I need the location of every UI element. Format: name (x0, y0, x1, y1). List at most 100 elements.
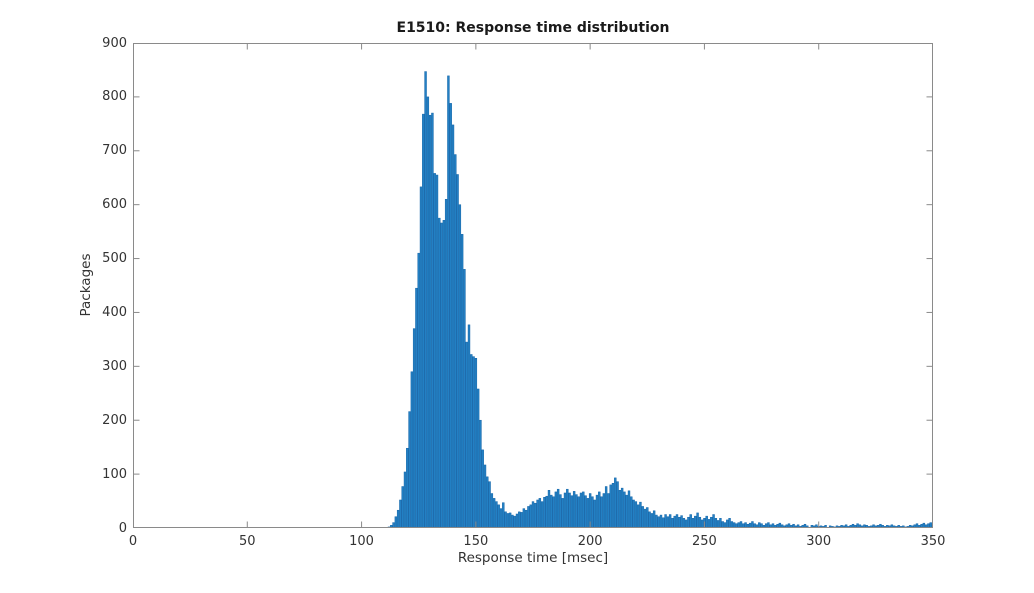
histogram-bar (474, 358, 478, 528)
histogram-bar (602, 493, 606, 528)
histogram-bar (556, 488, 560, 528)
histogram-bar (586, 498, 590, 528)
histogram-bar (472, 356, 475, 528)
histogram-bar (664, 514, 667, 528)
histogram-bar (657, 516, 660, 528)
histogram-bar (694, 515, 697, 528)
histogram-bar (691, 518, 695, 528)
histogram-bar (435, 174, 439, 528)
histogram-bar (675, 514, 679, 528)
histogram-bar (486, 476, 489, 528)
y-tick-label: 500 (102, 251, 127, 267)
histogram-bar (776, 523, 779, 528)
histogram-bar (771, 523, 775, 528)
histogram-bar (572, 491, 576, 528)
histogram-bar (707, 519, 711, 528)
histogram-bar (627, 490, 631, 528)
histogram-bar (401, 486, 404, 528)
histogram-bar (566, 488, 569, 528)
histogram-bar (403, 471, 407, 528)
x-tick-label: 350 (920, 534, 946, 549)
histogram-bar (438, 217, 441, 528)
histogram-bar (463, 269, 466, 528)
histogram-bar (550, 494, 553, 528)
histogram-bar (623, 491, 626, 528)
histogram-bar (417, 252, 420, 528)
histogram-bar (595, 494, 599, 528)
histogram-bar (678, 516, 681, 528)
histogram-bar (618, 490, 622, 528)
histogram-bar (495, 501, 498, 528)
histogram-bar (456, 174, 459, 528)
histogram-bar (515, 513, 519, 528)
histogram-bar (650, 513, 654, 528)
histogram-bar (431, 112, 434, 528)
histogram-bar (598, 491, 601, 528)
histogram-bar (547, 490, 551, 528)
histogram-bar (534, 502, 537, 528)
histogram-bar (760, 523, 763, 528)
histogram-bar (522, 508, 526, 528)
y-tick-label: 600 (102, 197, 127, 213)
histogram-bar (680, 515, 683, 528)
histogram-bar (577, 496, 580, 528)
histogram-bar (579, 492, 583, 528)
y-tick-label: 400 (102, 304, 127, 320)
histogram-bar (406, 447, 409, 528)
histogram-bar (433, 173, 436, 528)
histogram-bar (851, 523, 855, 528)
histogram-bar (614, 477, 617, 528)
histogram-bar (444, 199, 448, 528)
histogram-bar (646, 507, 649, 528)
histogram-bar (458, 204, 462, 528)
histogram-bar (422, 113, 425, 528)
histogram-bar (609, 484, 612, 528)
histogram-bar (625, 494, 628, 528)
histogram-bar (666, 516, 670, 528)
x-tick-label: 50 (239, 534, 256, 549)
histogram-bar (545, 495, 548, 528)
histogram-bar (520, 512, 523, 528)
histogram-bar (419, 186, 423, 528)
histogram-bar (568, 492, 571, 528)
histogram-bar (570, 495, 574, 528)
histogram-bar (632, 499, 635, 528)
histogram-bar (559, 494, 562, 528)
histogram-bar (499, 508, 503, 528)
histogram-bar (726, 519, 729, 528)
histogram-bar (511, 514, 514, 528)
histogram-bar (792, 523, 795, 528)
histogram-bar (712, 514, 715, 528)
histogram-bar (879, 523, 882, 528)
chart-title: E1510: Response time distribution (396, 20, 670, 36)
histogram-bar (705, 515, 708, 528)
histogram-bar (524, 509, 528, 528)
x-tick-label: 250 (692, 534, 717, 549)
histogram-bar (527, 506, 530, 528)
histogram-bar (920, 523, 923, 528)
histogram-bar (616, 481, 619, 528)
histogram-bar (698, 516, 702, 528)
histogram-bar (531, 501, 535, 528)
x-tick-label: 300 (806, 534, 832, 549)
histogram-bar (492, 498, 496, 528)
histogram-bar (593, 499, 596, 528)
histogram-bar (410, 371, 414, 528)
y-tick-label: 900 (102, 35, 127, 51)
y-tick-label: 200 (102, 412, 127, 428)
histogram-bar (508, 512, 512, 528)
histogram-bar (641, 506, 644, 528)
histogram-bar (399, 499, 402, 528)
histogram-bar (643, 508, 647, 528)
axes-box (133, 43, 933, 528)
histogram-bar (652, 510, 656, 528)
x-tick-label: 200 (577, 534, 603, 549)
histogram-bar (563, 492, 567, 528)
histogram-bar (716, 520, 720, 528)
histogram-bar (529, 504, 532, 528)
histogram-bar (856, 523, 859, 528)
histogram-bar (639, 501, 642, 528)
histogram-bar (428, 114, 432, 528)
